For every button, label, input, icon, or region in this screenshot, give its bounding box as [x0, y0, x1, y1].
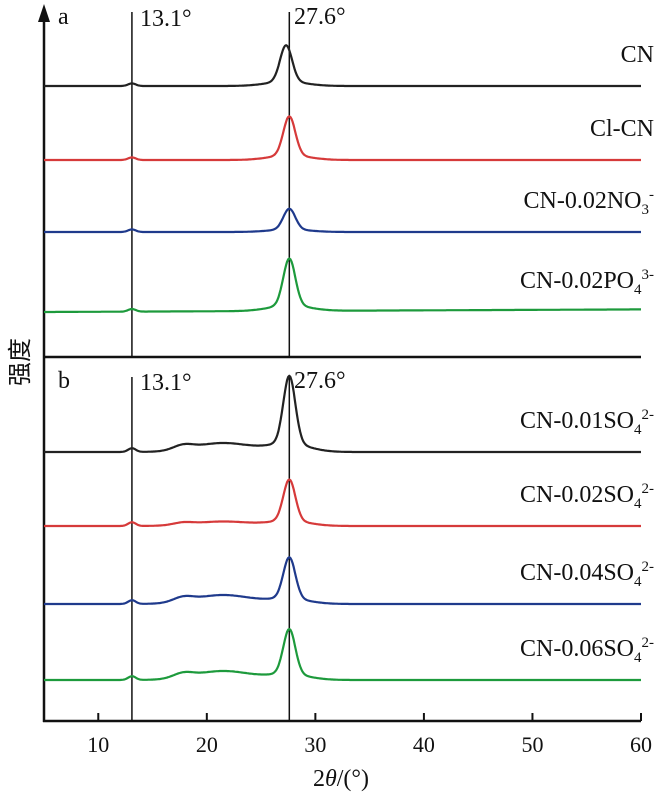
series-line-b-1: [44, 374, 641, 454]
y-axis-arrow-icon: [38, 4, 50, 22]
x-tick-label-10: 10: [87, 732, 109, 757]
series-line-a-2: [44, 115, 641, 162]
x-tick-label-40: 40: [413, 732, 435, 757]
panel-a-ref-label-13: 13.1°: [140, 6, 192, 32]
legend-label-a-4: CN-0.02PO43-: [520, 267, 654, 298]
legend-label-a-2: Cl-CN: [590, 116, 654, 142]
series-line-b-4: [44, 627, 641, 682]
legend-label-b-1: CN-0.01SO42-: [520, 407, 654, 438]
panel-b-ref-label-27: 27.6°: [294, 368, 346, 394]
x-tick-label-60: 60: [630, 732, 652, 757]
series-line-a-4: [44, 257, 641, 314]
legend-label-b-2: CN-0.02SO42-: [520, 481, 654, 512]
series-line-a-1: [44, 44, 641, 88]
panel-b-label: b: [58, 368, 70, 394]
legend-label-a-3: CN-0.02NO3-: [524, 187, 655, 218]
x-tick-label-50: 50: [521, 732, 543, 757]
x-axis-label: 2θ/(°): [313, 766, 369, 792]
x-tick-label-30: 30: [304, 732, 326, 757]
series-line-b-3: [44, 556, 641, 606]
legend-label-a-1: CN: [621, 42, 654, 68]
series-line-b-2: [44, 478, 641, 528]
panel-b-ref-label-13: 13.1°: [140, 370, 192, 396]
series-line-a-3: [44, 207, 641, 234]
panel-a-label: a: [58, 4, 69, 30]
panel-a-ref-label-27: 27.6°: [294, 4, 346, 30]
legend-label-b-3: CN-0.04SO42-: [520, 559, 654, 590]
legend-label-b-4: CN-0.06SO42-: [520, 635, 654, 666]
x-tick-label-20: 20: [196, 732, 218, 757]
y-axis-label: 强度: [6, 338, 34, 386]
